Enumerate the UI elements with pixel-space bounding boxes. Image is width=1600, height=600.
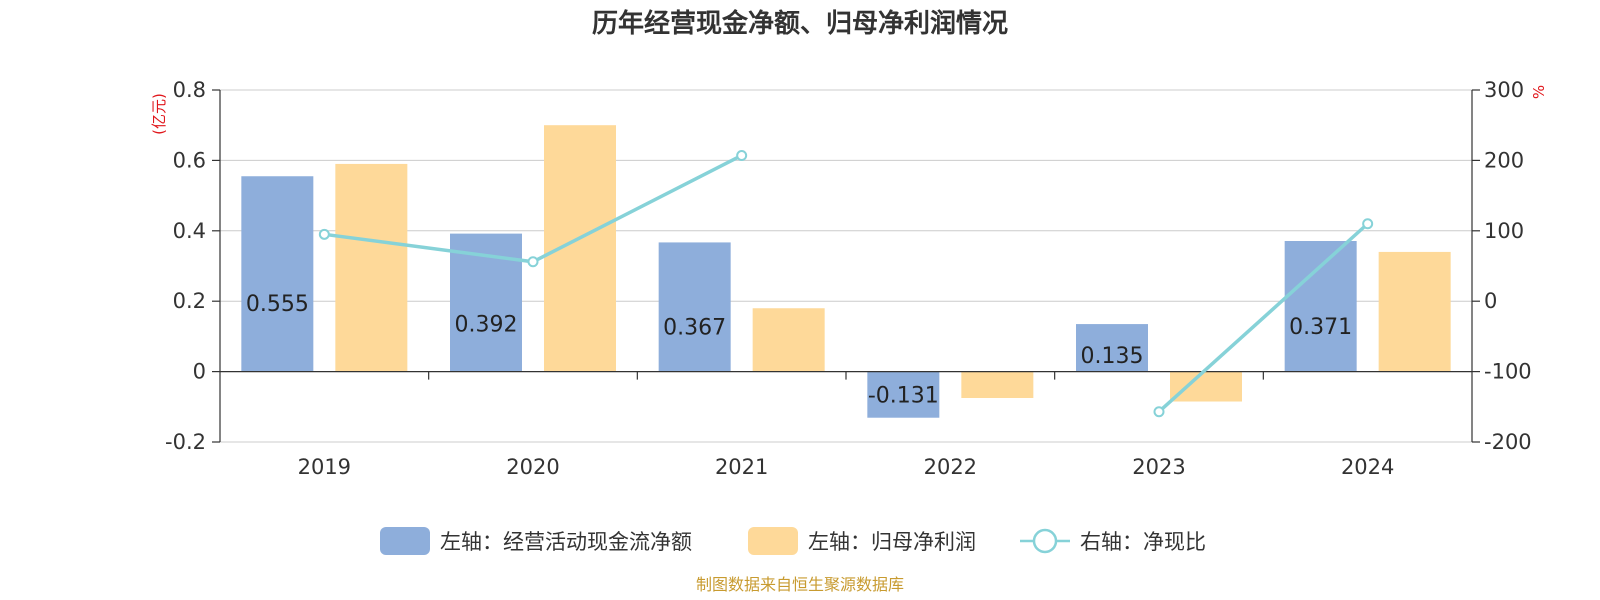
left-tick-label: 0 [193, 360, 206, 384]
bar-net-profit [544, 125, 616, 372]
x-tick-label: 2020 [506, 455, 559, 479]
bar-net-profit [752, 308, 825, 372]
legend-label-operating-cashflow: 左轴：经营活动现金流净额 [440, 530, 692, 554]
ratio-point [318, 228, 330, 240]
legend: 左轴：经营活动现金流净额 左轴：归母净利润 右轴：净现比 [380, 527, 1206, 555]
data-label: 0.555 [246, 292, 309, 317]
left-tick-label: 0.8 [173, 78, 206, 102]
right-tick-label: 100 [1484, 219, 1524, 243]
right-axis-ticks: -200 -100 0 100 200 300 [1472, 78, 1532, 454]
x-tick-label: 2019 [298, 455, 351, 479]
left-tick-label: 0.2 [173, 289, 206, 313]
legend-swatch-operating-cashflow [380, 527, 430, 555]
x-tick-label: 2023 [1132, 455, 1185, 479]
right-axis-unit: % [1530, 85, 1548, 99]
x-tick-label: 2022 [924, 455, 977, 479]
ratio-point [527, 256, 539, 268]
ratio-line [318, 149, 1374, 418]
right-tick-label: 300 [1484, 78, 1524, 102]
grid-lines [220, 89, 1472, 443]
bar-operating-cashflow [867, 371, 940, 418]
legend-label-net-profit: 左轴：归母净利润 [808, 530, 976, 554]
legend-swatch-net-profit [748, 527, 798, 555]
data-labels: 0.555 0.392 0.367 -0.131 0.135 0.371 [246, 292, 1352, 408]
left-tick-label: 0.6 [173, 148, 206, 172]
bar-net-profit [1378, 251, 1451, 372]
left-tick-label: -0.2 [165, 430, 206, 454]
bar-operating-cashflow [1076, 324, 1148, 372]
data-label: 0.135 [1081, 344, 1144, 369]
bar-net-profit [1170, 371, 1242, 402]
right-tick-label: 200 [1484, 148, 1524, 172]
legend-swatch-marker [1032, 528, 1058, 554]
ratio-point [736, 149, 748, 161]
right-tick-label: 0 [1484, 289, 1497, 313]
chart-title: 历年经营现金净额、归母净利润情况 [592, 8, 1008, 39]
right-tick-label: -100 [1484, 360, 1532, 384]
data-label: 0.392 [455, 312, 518, 337]
right-tick-label: -200 [1484, 430, 1532, 454]
bar-operating-cashflow [1284, 241, 1357, 372]
x-tick-label: 2021 [715, 455, 768, 479]
left-axis-ticks: -0.2 0 0.2 0.4 0.6 0.8 [165, 78, 220, 454]
legend-label-ratio: 右轴：净现比 [1080, 530, 1206, 554]
bar-operating-cashflow [241, 176, 314, 372]
source-note: 制图数据来自恒生聚源数据库 [696, 575, 904, 594]
ratio-point [1153, 406, 1165, 418]
left-axis-unit: (亿元) [150, 93, 168, 135]
x-axis-ticks: 2019 2020 2021 2022 2023 2024 [298, 371, 1394, 479]
bar-net-profit [961, 371, 1034, 398]
left-tick-label: 0.4 [173, 219, 206, 243]
data-label: -0.131 [868, 384, 939, 409]
bars [241, 125, 1451, 418]
ratio-line-segment [1157, 222, 1369, 414]
bar-net-profit [335, 163, 408, 372]
axes [219, 90, 1473, 442]
data-label: 0.371 [1289, 315, 1352, 340]
x-tick-label: 2024 [1341, 455, 1394, 479]
ratio-point [1362, 218, 1374, 230]
bar-operating-cashflow [658, 242, 731, 372]
data-label: 0.367 [663, 315, 726, 340]
